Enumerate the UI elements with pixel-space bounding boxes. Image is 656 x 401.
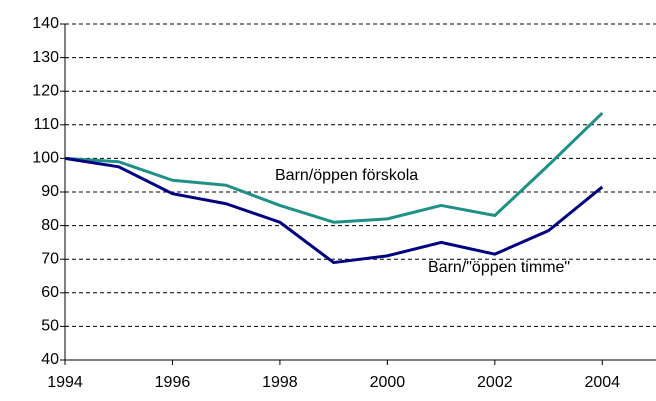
y-tick-label: 60 <box>41 284 59 301</box>
series-label: Barn/"öppen timme" <box>428 259 570 276</box>
y-tick-label: 70 <box>41 250 59 267</box>
series-line <box>64 111 604 224</box>
y-tick-label: 110 <box>33 116 59 133</box>
y-tick-label: 100 <box>32 150 59 167</box>
y-tick-label: 80 <box>41 217 59 234</box>
series-line <box>64 156 604 265</box>
y-tick-label: 50 <box>41 318 59 335</box>
x-tick-label: 2000 <box>370 374 406 391</box>
y-tick-label: 140 <box>32 15 59 32</box>
y-tick-label: 90 <box>41 183 59 200</box>
y-tick-label: 120 <box>32 82 59 99</box>
x-tick-label: 1998 <box>262 374 298 391</box>
x-tick-label: 1994 <box>47 374 83 391</box>
series-label: Barn/öppen förskola <box>275 167 418 184</box>
y-tick-label: 130 <box>32 49 59 66</box>
x-tick-label: 2002 <box>477 374 513 391</box>
y-tick-label: 40 <box>41 351 59 368</box>
x-tick-label: 1996 <box>155 374 191 391</box>
x-tick-label: 2004 <box>584 374 620 391</box>
